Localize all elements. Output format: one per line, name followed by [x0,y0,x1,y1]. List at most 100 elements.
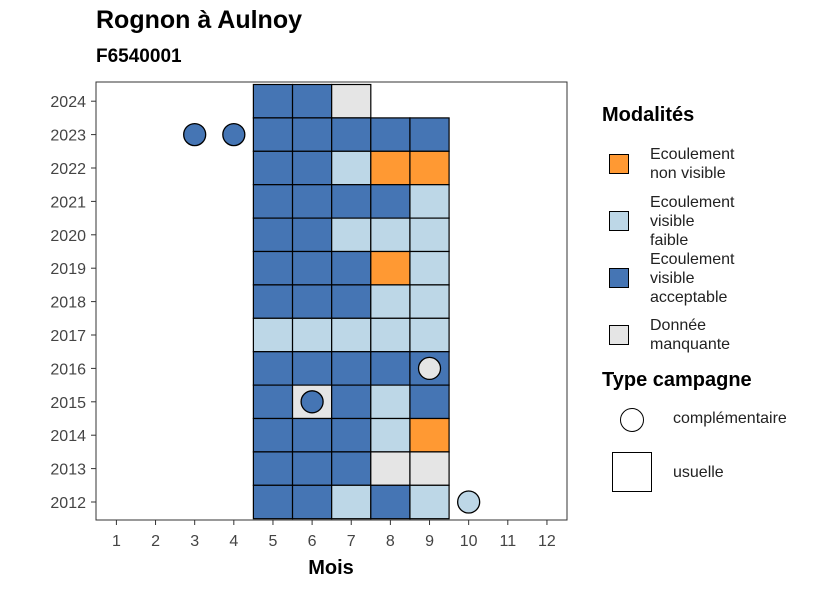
cell-2012-6 [291,484,333,520]
legend-swatch [609,268,629,288]
cell-2015-5 [252,384,294,420]
cell-2014-7 [331,417,372,453]
x-tick-label: 12 [538,533,556,550]
cell-2014-9 [409,417,450,453]
y-tick-label: 2013 [50,462,86,479]
cell-2012-7 [331,484,372,520]
legend-swatch [609,154,629,174]
legend-item: Ecoulement visible faible [602,193,822,253]
y-tick-label: 2018 [50,295,86,312]
y-tick-label: 2019 [50,261,86,278]
cell-2018-8 [370,284,411,319]
y-tick-label: 2024 [50,94,86,111]
cell-2016-5 [252,351,294,386]
x-axis: 1 2 3 4 5 6 7 8 9 10 11 12 [112,520,556,550]
legend-item: Ecoulement visible acceptable [602,250,822,310]
cell-2014-8 [370,417,411,453]
cell-2014-5 [252,417,294,453]
modalites-legend: Modalités Ecoulement non visible Ecoulemen… [602,104,822,367]
legend-label: Donnée manquante [650,316,790,354]
legend-swatch [609,211,629,231]
legend-label-line: Ecoulement [650,146,735,163]
point-2015-6 [300,390,324,414]
chart-title: Rognon à Aulnoy [96,6,302,34]
legend-label-line: acceptable [650,288,728,306]
legend-label-line: manquante [650,336,731,353]
cell-2012-5 [252,484,294,520]
cell-2013-7 [331,451,372,486]
x-tick-label: 9 [425,533,434,550]
legend-item: Ecoulement non visible [602,139,822,196]
legend-label: Ecoulement visible faible [650,193,790,250]
cell-2024-5 [252,83,294,119]
x-tick-label: 7 [347,533,356,550]
legend-label-line: Ecoulement [650,250,735,268]
point-2016-9 [417,356,442,381]
y-tick-label: 2014 [50,428,86,445]
cell-2022-6 [291,150,333,186]
legend-label-line: Donnée [650,317,707,334]
y-tick-label: 2021 [50,194,86,211]
cell-2019-7 [331,250,372,286]
cell-2023-6 [291,117,333,152]
cell-2017-5 [252,317,294,353]
y-tick-label: 2016 [50,361,86,378]
y-axis: 2012 2013 2014 2015 2016 2017 2018 2019 2020 2021… [50,94,96,512]
legend-label: Ecoulement non visible [650,145,790,183]
cell-2023-5 [252,117,294,152]
legend-label-line: visible [650,212,695,230]
usuelle-cells [252,83,450,520]
cell-2021-7 [331,184,372,219]
point-2023-3 [183,122,207,147]
x-tick-label: 6 [308,533,317,550]
y-tick-label: 2023 [50,128,86,145]
cell-2020-8 [370,217,411,253]
cell-2019-9 [409,250,450,286]
campaign-label-usuelle: usuelle [673,464,724,481]
legend-item-complementaire: complémentaire [602,404,822,452]
cell-2024-7 [331,83,372,119]
cell-2013-5 [252,451,294,486]
cell-2022-9 [409,150,450,186]
point-2012-10 [457,490,481,514]
cell-2015-9 [409,384,450,420]
cell-2012-9 [409,484,450,520]
cell-2022-8 [370,150,411,186]
cell-2020-9 [409,217,450,253]
legend-item-usuelle: usuelle [602,452,822,500]
complementaire-points [183,122,481,514]
cell-2023-8 [370,117,411,152]
campaign-legend: Type campagne complémentaire usuelle [602,369,822,500]
cell-2022-7 [331,150,372,186]
x-tick-label: 5 [269,533,278,550]
legend-title: Modalités [602,104,695,126]
cell-2023-7 [331,117,372,152]
cell-2016-8 [370,351,411,386]
cell-2018-9 [409,284,450,319]
cell-2017-7 [331,317,372,353]
cell-2020-7 [331,217,372,253]
cell-2022-5 [252,150,294,186]
cell-2013-9 [409,451,450,486]
cell-2013-8 [370,451,411,486]
y-tick-label: 2012 [50,495,86,512]
cell-2021-5 [252,184,294,219]
x-tick-label: 10 [460,533,478,550]
cell-2020-6 [291,217,333,253]
legend-swatch [609,325,629,345]
campaign-legend-title: Type campagne [602,369,752,391]
cell-2016-6 [291,351,333,386]
cell-2017-6 [291,317,333,353]
point-2023-4 [222,122,246,147]
y-tick-label: 2020 [50,228,86,245]
x-tick-label: 4 [229,533,238,550]
legend-label-line: non visible [650,165,726,182]
y-tick-label: 2022 [50,161,86,178]
x-tick-label: 8 [386,533,395,550]
cell-2017-9 [409,317,450,353]
cell-2021-9 [409,184,450,219]
cell-2015-7 [331,384,372,420]
x-tick-label: 3 [190,533,199,550]
legend-label-line: visible [650,269,695,287]
